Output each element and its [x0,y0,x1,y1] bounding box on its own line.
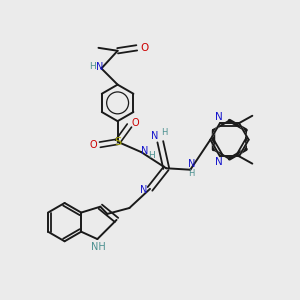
Text: H: H [89,62,96,71]
Text: H: H [189,169,195,178]
Text: N: N [214,157,222,167]
Text: N: N [96,62,103,72]
Text: N: N [188,159,196,170]
Text: O: O [131,118,139,128]
Text: N: N [141,146,148,156]
Text: S: S [114,137,121,147]
Text: N: N [151,131,159,142]
Text: O: O [90,140,97,150]
Text: N: N [214,112,222,122]
Text: O: O [140,43,148,53]
Text: N: N [140,185,147,195]
Text: H: H [161,128,167,137]
Text: H: H [148,151,155,160]
Text: NH: NH [91,242,105,252]
